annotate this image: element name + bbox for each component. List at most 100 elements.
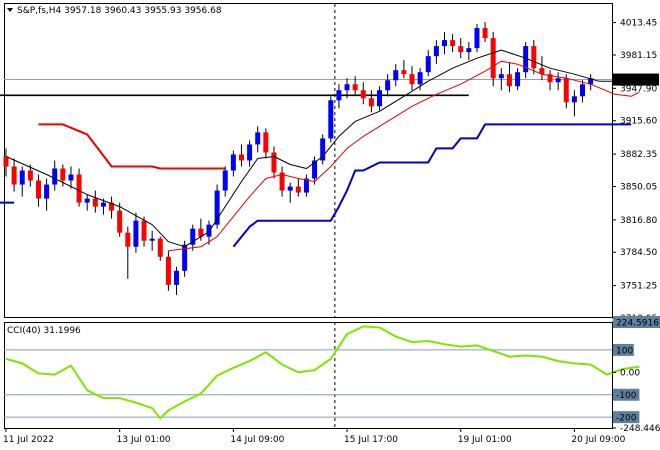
cci-line <box>5 325 640 420</box>
candle-body <box>76 174 82 203</box>
candle-body <box>474 28 480 49</box>
candle-body <box>401 70 407 75</box>
candle-body <box>563 78 569 103</box>
candle-body <box>165 256 171 285</box>
indicator-panel-frame <box>4 322 613 429</box>
candle-body <box>580 84 586 97</box>
candle-body <box>425 56 431 73</box>
candle-body <box>133 220 139 247</box>
price-axis-label: 3850.05 <box>620 182 657 192</box>
candle-body <box>125 232 131 247</box>
candle-body <box>344 84 350 91</box>
price-axis-label: 4013.45 <box>620 19 657 29</box>
candle-body <box>214 190 220 225</box>
candle-body <box>19 170 25 185</box>
chart-frames <box>4 3 613 429</box>
candle-body <box>271 152 277 173</box>
candle-body <box>109 202 115 211</box>
candle-body <box>385 80 391 91</box>
channel-red-line <box>38 123 226 170</box>
candle-body <box>368 98 374 107</box>
candle-body <box>393 70 399 81</box>
candle-body <box>515 72 521 87</box>
cci-level-badge <box>613 316 660 328</box>
indicator-series: CCI(40) 31.1996 <box>4 325 640 420</box>
candle-body <box>44 184 50 199</box>
candle-body <box>279 172 285 191</box>
candle-body <box>182 244 188 271</box>
candle-body <box>506 74 512 87</box>
price-axis-label: 3947.90 <box>620 84 657 94</box>
price-series <box>0 22 640 295</box>
candle-body <box>320 138 326 161</box>
candle-body <box>547 74 553 83</box>
candle-body <box>352 84 358 91</box>
ma-red-line <box>168 60 640 252</box>
current-price-label: 3956.68 <box>617 76 654 86</box>
candle-body <box>157 238 163 257</box>
cci-label: CCI(40) 31.1996 <box>7 326 81 336</box>
candle-body <box>247 144 253 161</box>
price-axis-label: 3882.35 <box>620 150 657 160</box>
candle-body <box>458 46 464 53</box>
candle-body <box>303 178 309 193</box>
candle-body <box>100 202 106 207</box>
price-axis-label: 3915.60 <box>620 117 657 127</box>
candle-body <box>3 156 9 167</box>
cci-axis-label: 0.00 <box>620 368 640 378</box>
candle-body <box>441 40 447 47</box>
cci-axis-label: 224.5916 <box>616 319 659 329</box>
candle-body <box>149 238 155 241</box>
candle-body <box>531 46 537 69</box>
x-axis-label: 19 Jul 01:00 <box>458 435 512 445</box>
candle-body <box>263 132 269 153</box>
cci-axis-label: -200 <box>616 414 637 424</box>
candle-body <box>198 228 204 237</box>
cci-level-badge <box>613 388 640 401</box>
x-axis-label: 11 Jul 2022 <box>3 435 54 445</box>
cci-level-badge <box>613 343 634 356</box>
axis-labels: 4013.45 3981.15 3947.90 3915.60 3882.35 3850.… <box>3 19 660 445</box>
candle-body <box>498 74 504 79</box>
candle-body <box>190 228 196 245</box>
candle-body <box>555 78 561 83</box>
candle-body <box>35 180 41 199</box>
price-axis-label: 3751.25 <box>620 282 657 292</box>
candle-body <box>174 270 180 285</box>
candle-body <box>482 28 488 39</box>
price-axis-label: 3816.80 <box>620 216 657 226</box>
dropdown-triangle-icon <box>7 8 13 12</box>
candle-body <box>571 96 577 103</box>
candle-body <box>377 90 383 107</box>
candle-body <box>117 210 123 233</box>
candle-body <box>417 72 423 85</box>
candle-body <box>466 48 472 53</box>
candle-body <box>328 100 334 139</box>
candle-body <box>287 186 293 191</box>
candle-body <box>433 46 439 57</box>
price-panel-frame <box>4 3 613 318</box>
candle-body <box>222 170 228 191</box>
candle-body <box>141 220 147 241</box>
candle-body <box>206 224 212 237</box>
candle-body <box>27 170 33 181</box>
channel-blue-line <box>232 123 632 248</box>
price-axis-label: 3784.50 <box>620 248 657 258</box>
candle-body <box>255 132 261 145</box>
x-axis-label: 15 Jul 17:00 <box>344 435 398 445</box>
x-axis-label: 20 Jul 09:00 <box>571 435 625 445</box>
candle-body <box>588 78 594 85</box>
candle-body <box>450 40 456 47</box>
candle-body <box>360 90 366 99</box>
candle-body <box>60 168 66 181</box>
chart-title: S&P,fs,H4 3957.18 3960.43 3955.93 3956.6… <box>17 6 222 16</box>
candle-body <box>84 198 90 203</box>
candle-body <box>312 160 318 179</box>
cci-axis-label: -100 <box>616 391 637 401</box>
chart-header: S&P,fs,H4 3957.18 3960.43 3955.93 3956.6… <box>7 6 222 16</box>
cci-level-badge <box>613 411 640 424</box>
candle-body <box>68 174 74 181</box>
candle-body <box>336 90 342 101</box>
cci-axis-label: 100 <box>616 346 633 356</box>
